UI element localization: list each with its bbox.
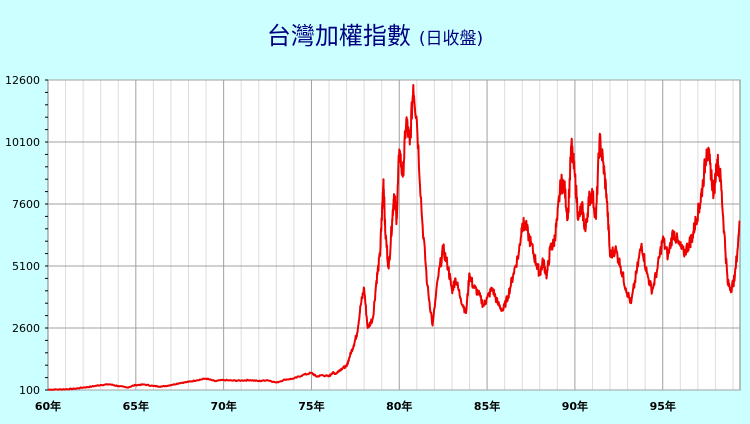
minor-ticks: [45, 79, 48, 391]
y-tick-label: 7600: [12, 198, 40, 211]
y-tick-label: 12600: [5, 74, 40, 87]
y-tick-label: 2600: [12, 322, 40, 335]
chart-title-group: 台灣加權指數 (日收盤): [267, 22, 483, 50]
chart-title: 台灣加權指數: [267, 22, 411, 50]
x-tick-label: 95年: [650, 399, 676, 413]
x-tick-label: 85年: [474, 399, 500, 413]
grid-lines: [48, 79, 740, 391]
x-axis-ticks: 60年 65年 70年 75年 80年 85年 90年 95年: [35, 399, 676, 413]
x-tick-label: 80年: [386, 399, 412, 413]
y-tick-label: 5100: [12, 260, 40, 273]
y-axis-ticks: 100 2600 5100 7600 10100 12600: [5, 74, 40, 397]
x-tick-label: 90年: [562, 399, 588, 413]
plot-area: [47, 79, 741, 391]
x-tick-label: 75年: [298, 399, 324, 413]
index-line: [47, 84, 741, 391]
y-tick-label: 100: [19, 384, 40, 397]
chart-subtitle: (日收盤): [419, 29, 483, 49]
x-tick-label: 60年: [35, 399, 61, 413]
x-tick-label: 70年: [210, 399, 236, 413]
x-tick-label: 65年: [123, 399, 149, 413]
y-tick-label: 10100: [5, 136, 40, 149]
